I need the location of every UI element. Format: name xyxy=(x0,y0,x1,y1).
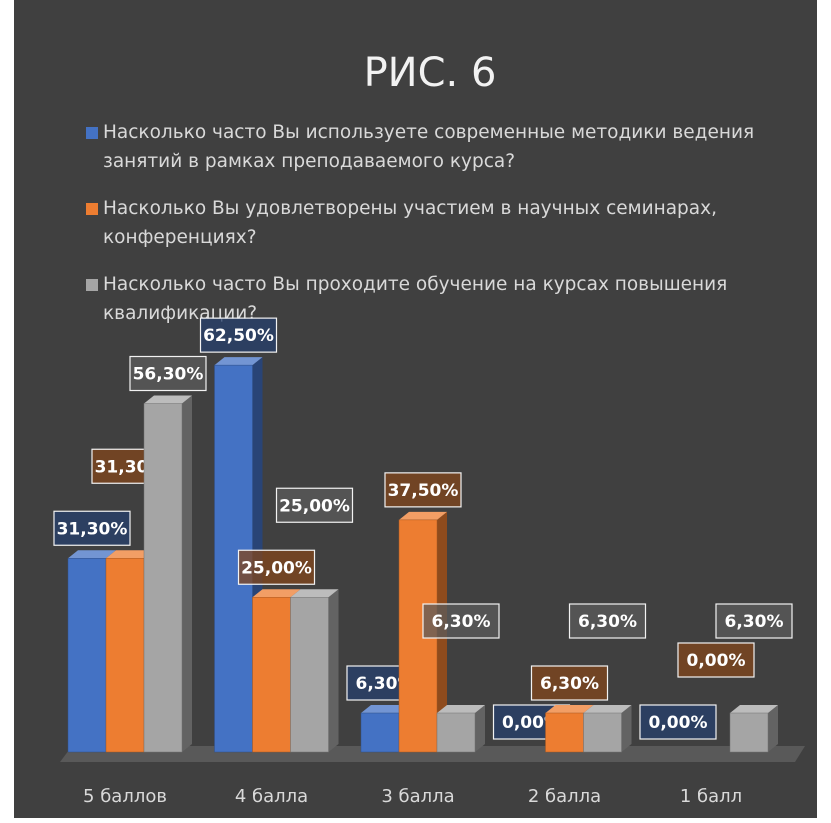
bar-side xyxy=(182,395,192,752)
bar-top xyxy=(144,395,192,404)
data-label: 0,00% xyxy=(687,651,746,671)
legend-swatch xyxy=(86,127,98,139)
bar xyxy=(67,558,107,753)
bar-top xyxy=(214,357,263,366)
bar xyxy=(143,403,183,753)
data-label-box xyxy=(715,603,793,639)
bar xyxy=(252,597,291,753)
data-label: 62,50% xyxy=(203,326,274,346)
bar-side xyxy=(768,705,778,752)
x-tick-label: 5 баллов xyxy=(83,786,167,807)
bar-top xyxy=(68,550,116,559)
bar-top xyxy=(252,589,301,598)
data-label: 31,30% xyxy=(57,519,128,539)
bar-side xyxy=(621,705,632,752)
data-label: 56,30% xyxy=(133,365,204,385)
bar xyxy=(583,712,622,753)
data-label: 37,50% xyxy=(388,481,459,501)
legend-label: Насколько часто Вы используете современн… xyxy=(103,122,754,172)
data-label: 25,00% xyxy=(241,558,312,578)
bar-top xyxy=(730,705,778,714)
data-label-box xyxy=(422,603,500,639)
data-label-box xyxy=(677,642,755,678)
data-label-box xyxy=(53,510,131,546)
data-label-box xyxy=(384,472,462,508)
data-label: 25,00% xyxy=(279,496,350,516)
x-tick-label: 1 балл xyxy=(680,786,742,807)
data-label: 0,00% xyxy=(649,713,708,733)
data-label-box xyxy=(568,603,647,639)
bar-side xyxy=(328,589,339,752)
data-label: 6,30% xyxy=(540,674,599,694)
legend-swatch xyxy=(86,279,98,291)
bar xyxy=(360,712,400,753)
x-tick-label: 4 балла xyxy=(235,786,308,807)
data-label: 6,30% xyxy=(725,612,784,632)
bar xyxy=(290,597,329,753)
bar xyxy=(105,558,145,753)
data-label: 6,30% xyxy=(432,612,491,632)
data-label-box xyxy=(199,317,278,353)
bar xyxy=(436,712,476,753)
bar xyxy=(729,712,769,753)
chart-title: РИС. 6 xyxy=(364,50,497,96)
bar-top xyxy=(290,589,339,598)
data-label-box xyxy=(129,355,207,392)
bar-top xyxy=(399,511,447,520)
bar-top xyxy=(583,705,632,714)
bar-top xyxy=(106,550,154,559)
data-label-box xyxy=(237,549,316,585)
data-label: 6,30% xyxy=(578,612,637,632)
x-tick-label: 2 балла xyxy=(528,786,601,807)
bar-top xyxy=(545,705,594,714)
data-label-box xyxy=(275,487,354,523)
bar xyxy=(545,712,584,753)
legend-swatch xyxy=(86,203,98,215)
bar-top xyxy=(361,705,409,714)
legend-label: Насколько Вы удовлетворены участием в на… xyxy=(103,198,717,248)
bar-top xyxy=(437,705,485,714)
data-label-box xyxy=(530,665,609,701)
x-tick-label: 3 балла xyxy=(381,786,454,807)
data-label-box xyxy=(639,704,717,740)
bar-side xyxy=(475,705,485,752)
